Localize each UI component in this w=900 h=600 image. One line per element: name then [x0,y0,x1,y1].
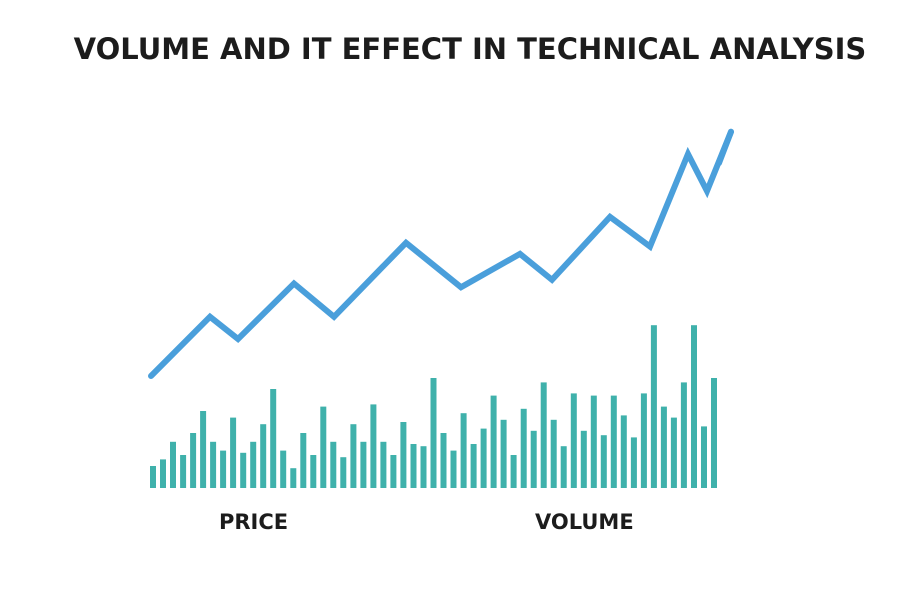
volume-bar [430,378,437,488]
volume-bar [310,455,317,488]
volume-bar [500,419,507,488]
volume-bar [630,437,637,488]
volume-bar [330,441,337,488]
price-label: PRICE [219,510,289,534]
volume-bar [160,459,166,488]
volume-bar [380,441,387,488]
volume-bar [290,468,297,488]
volume-bar [240,452,247,488]
volume-bar [701,426,707,488]
volume-bar [590,395,597,488]
volume-bar [350,424,357,488]
volume-bar [410,444,417,488]
volume-bar [270,389,277,488]
volume-bar [570,393,577,488]
volume-bar [300,433,307,488]
volume-bar [490,395,497,488]
volume-bar [640,393,647,488]
volume-bar [370,404,377,488]
volume-bar [440,433,447,488]
volume-bar [540,382,547,488]
volume-bar [711,378,717,488]
volume-bar [650,325,657,488]
volume-bar [400,422,407,488]
volume-bar [340,457,347,488]
volume-bar [230,417,237,488]
volume-bar [670,417,677,488]
price-line-group [148,128,734,379]
volume-bar [550,419,557,488]
volume-bar [620,415,627,488]
volume-bar [680,382,687,488]
volume-bar [360,441,367,488]
volume-bar [260,424,267,488]
volume-bar [250,441,257,488]
volume-bar [180,455,187,488]
volume-bars [150,325,717,488]
volume-bar [580,430,587,488]
volume-bar [420,446,427,488]
volume-bar [480,428,487,488]
volume-bar [691,325,697,488]
volume-bar [210,441,217,488]
chart-title: VOLUME AND IT EFFECT IN TECHNICAL ANALYS… [73,32,867,66]
volume-bar [190,433,197,488]
volume-bar [510,455,517,488]
volume-bar [200,411,207,488]
volume-bar [220,450,227,488]
volume-bar [470,444,477,488]
volume-bar [170,441,176,488]
volume-bar [320,406,327,488]
volume-bar [460,413,467,488]
volume-bar [610,395,617,488]
volume-bar [600,435,607,488]
volume-bar [280,450,287,488]
volume-bar [450,450,457,488]
price-line [148,128,734,379]
volume-bar [560,446,567,488]
volume-bar [520,408,527,488]
volume-label: VOLUME [535,510,634,534]
volume-bar [150,466,156,488]
volume-bar [390,455,397,488]
price-arrowhead [716,128,734,166]
volume-bar [530,430,537,488]
volume-bar [660,406,667,488]
